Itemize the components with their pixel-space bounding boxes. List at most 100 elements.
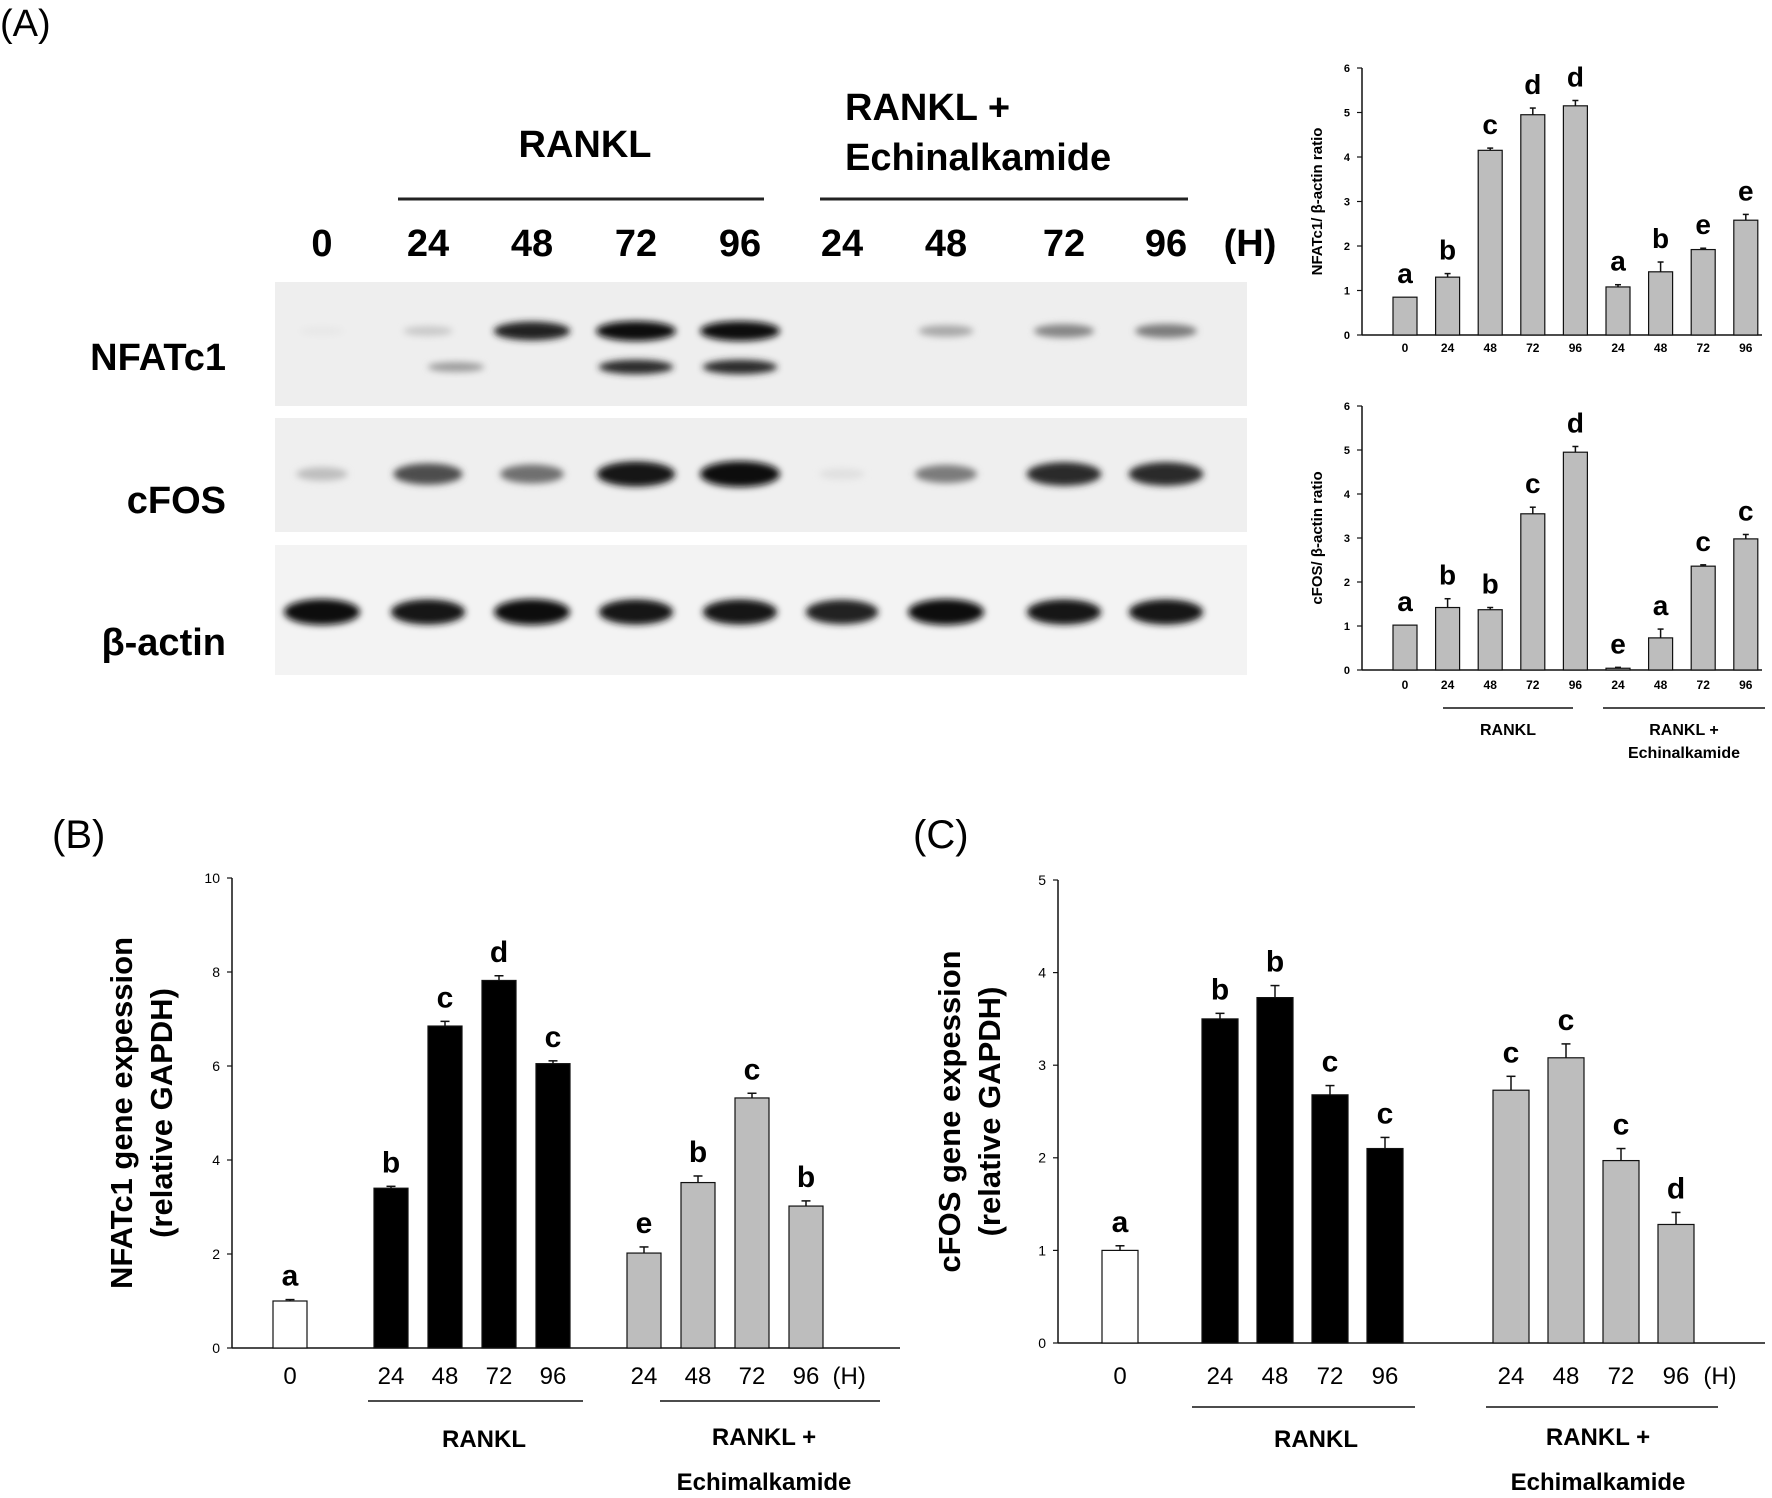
x-category-label: 48 — [1484, 341, 1498, 355]
y-tick-label: 3 — [1344, 196, 1350, 208]
bar — [481, 979, 517, 1349]
blot-lane-label: 24 — [821, 223, 863, 265]
group-label: RANKL — [1274, 1426, 1358, 1453]
group-label: Echimalkamide — [677, 1469, 852, 1496]
x-category-label: 72 — [1697, 341, 1711, 355]
blot-band-nfatc1-upper — [596, 321, 676, 341]
blot-lane-label: 0 — [311, 223, 332, 265]
x-category-label: 0 — [1402, 678, 1409, 692]
bar — [1366, 1147, 1404, 1344]
bar — [272, 1300, 308, 1349]
significance-letter: b — [1482, 569, 1499, 600]
group-label: Echimalkamide — [1511, 1469, 1686, 1496]
blot-band-beta-actin — [1128, 599, 1204, 625]
bar — [1434, 276, 1461, 336]
blot-lane-labels: 0 24 48 72 96 24 48 72 96 (H) — [311, 223, 1276, 265]
blot-group-label-rankl: RANKL — [519, 124, 652, 166]
blot-row-label-beta-actin: β-actin — [101, 622, 226, 664]
x-category-label: 24 — [1441, 341, 1455, 355]
blot-band-nfatc1-upper — [299, 326, 345, 336]
significance-letter: a — [1397, 258, 1413, 289]
blot-band-cfos — [596, 461, 676, 487]
blot-bands — [284, 321, 1204, 625]
x-category-label: 96 — [1739, 678, 1753, 692]
blot-group-label-echinalkamide-2: Echinalkamide — [845, 137, 1111, 179]
bar — [1477, 149, 1503, 336]
significance-letter: d — [490, 936, 508, 969]
blot-strip-nfatc1 — [275, 282, 1247, 406]
blot-band-nfatc1-upper — [1135, 324, 1197, 338]
y-tick-label: 1 — [1344, 285, 1350, 297]
x-category-label: 24 — [1498, 1363, 1525, 1390]
y-tick-label: 0 — [1344, 330, 1350, 342]
chart-cfos-gene-expression: 0 1 2 3 4 5 cFOS gene expession (relative GAPDH… — [932, 872, 1765, 1496]
blot-band-cfos — [1026, 462, 1102, 486]
group-label: RANKL + — [1649, 722, 1719, 739]
group-label: Echinalkamide — [1628, 745, 1740, 762]
significance-letter: c — [1558, 1004, 1575, 1037]
blot-lane-label: 72 — [615, 223, 657, 265]
significance-letter: d — [1567, 407, 1584, 438]
blot-lane-label: 96 — [719, 223, 761, 265]
blot-band-nfatc1-lower — [702, 359, 778, 375]
x-category-label: 24 — [378, 1363, 405, 1390]
y-tick-label: 6 — [212, 1058, 220, 1074]
group-label: RANKL — [1480, 722, 1536, 739]
y-tick-label: 4 — [1344, 489, 1351, 501]
y-tick-label: 6 — [1344, 63, 1350, 75]
blot-band-cfos — [393, 463, 463, 485]
x-category-label: 96 — [1372, 1363, 1399, 1390]
significance-letter: b — [1652, 223, 1669, 254]
bar — [1647, 271, 1674, 336]
blot-band-cfos — [296, 467, 348, 481]
x-category-label: 72 — [739, 1363, 766, 1390]
bar — [788, 1205, 824, 1349]
blot-lane-label: 24 — [407, 223, 449, 265]
significance-letter: e — [636, 1207, 653, 1240]
significance-letter: e — [1610, 628, 1626, 659]
x-category-label: (H) — [1703, 1363, 1736, 1390]
significance-letter: b — [1439, 235, 1456, 266]
y-tick-label: 2 — [212, 1246, 220, 1262]
bar — [1256, 997, 1294, 1344]
significance-letter: e — [1738, 175, 1754, 206]
blot-group-label-echinalkamide-1: RANKL + — [845, 87, 1010, 129]
x-category-label: 48 — [1484, 678, 1498, 692]
blot-band-cfos — [915, 464, 977, 484]
bar — [535, 1063, 571, 1349]
y-axis-label: NFATc1 gene expession — [104, 937, 139, 1289]
y-tick-label: 4 — [1344, 152, 1351, 164]
bar — [1605, 667, 1631, 671]
x-category-label: (H) — [833, 1363, 866, 1390]
blot-band-beta-actin — [702, 599, 778, 625]
bar — [1690, 248, 1716, 336]
x-category-label: 96 — [540, 1363, 567, 1390]
bar — [1647, 637, 1674, 671]
x-category-label: 72 — [1608, 1363, 1635, 1390]
x-category-label: 0 — [1402, 341, 1409, 355]
blot-row-label-nfatc1: NFATc1 — [90, 337, 226, 379]
x-category-label: 48 — [685, 1363, 712, 1390]
panel-label-a: (A) — [0, 3, 51, 45]
group-label: RANKL + — [712, 1424, 816, 1451]
bar — [1392, 624, 1418, 671]
blot-lane-label: 48 — [511, 223, 553, 265]
bar — [1492, 1089, 1530, 1344]
y-tick-label: 8 — [212, 964, 220, 980]
x-category-label: 24 — [1207, 1363, 1234, 1390]
x-category-label: 96 — [1663, 1363, 1690, 1390]
y-tick-label: 2 — [1344, 241, 1350, 253]
bar — [1547, 1057, 1585, 1344]
panel-label-b: (B) — [52, 813, 105, 857]
significance-letter: a — [1397, 586, 1413, 617]
x-category-label: 96 — [793, 1363, 820, 1390]
x-category-label: 48 — [1654, 678, 1668, 692]
blot-band-nfatc1-upper — [700, 321, 780, 341]
significance-letter: b — [1439, 560, 1456, 591]
y-tick-label: 10 — [204, 870, 220, 886]
y-tick-label: 1 — [1344, 621, 1350, 633]
